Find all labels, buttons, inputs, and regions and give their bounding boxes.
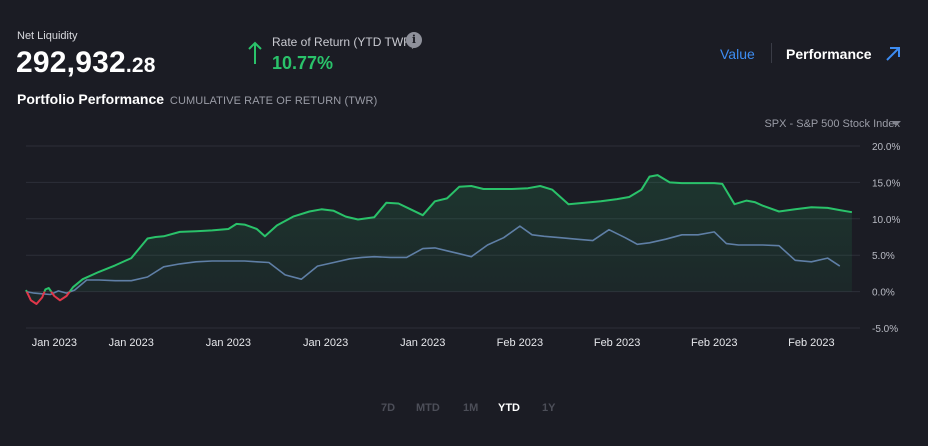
- portfolio-performance-title: Portfolio Performance: [17, 91, 165, 107]
- portfolio-area-fill: [26, 175, 852, 304]
- section-heading: Portfolio Performance CUMULATIVE RATE OF…: [17, 91, 377, 107]
- x-tick-label: Jan 2023: [400, 337, 445, 349]
- range-tab-mtd[interactable]: MTD: [416, 402, 440, 414]
- y-tick-label: 20.0%: [872, 142, 900, 153]
- tab-value[interactable]: Value: [720, 46, 755, 62]
- net-liquidity-label: Net Liquidity: [17, 30, 78, 42]
- tab-performance[interactable]: Performance: [786, 46, 872, 62]
- rate-of-return-value: 10.77%: [272, 53, 334, 73]
- range-tab-7d[interactable]: 7D: [381, 402, 396, 414]
- x-tick-label: Jan 2023: [303, 337, 348, 349]
- info-icon[interactable]: i: [406, 32, 422, 48]
- y-tick-label: 15.0%: [872, 178, 900, 189]
- x-tick-label: Feb 2023: [594, 337, 640, 349]
- net-liquidity-integer: 292,932: [16, 46, 126, 79]
- y-tick-label: 10.0%: [872, 215, 900, 226]
- net-liquidity-value: 292,932.28: [16, 46, 156, 80]
- y-tick-label: -5.0%: [872, 324, 898, 335]
- benchmark-series-line: [25, 225, 841, 296]
- tab-divider: [771, 43, 772, 63]
- expand-arrow-icon[interactable]: [884, 45, 902, 63]
- y-tick-label: 0.0%: [872, 288, 895, 299]
- y-tick-label: 5.0%: [872, 251, 895, 262]
- rate-of-return-label: Rate of Return (YTD TWR): [272, 35, 416, 49]
- x-tick-label: Jan 2023: [109, 337, 154, 349]
- range-tab-1m[interactable]: 1M: [463, 402, 479, 414]
- performance-chart: 20.0% 15.0% 10.0% 5.0% 0.0% -5.0% Jan 2023 Jan …: [25, 142, 900, 349]
- range-tab-1y[interactable]: 1Y: [542, 402, 556, 414]
- x-tick-label: Feb 2023: [497, 337, 543, 349]
- x-tick-label: Jan 2023: [206, 337, 251, 349]
- benchmark-select[interactable]: SPX - S&P 500 Stock Index: [764, 118, 900, 130]
- net-liquidity-cents: .28: [125, 54, 156, 77]
- chevron-down-icon[interactable]: [891, 121, 901, 126]
- x-tick-label: Feb 2023: [788, 337, 834, 349]
- portfolio-series-line: [25, 174, 853, 292]
- x-tick-label: Jan 2023: [32, 337, 77, 349]
- range-tab-ytd[interactable]: YTD: [498, 402, 520, 414]
- x-tick-label: Feb 2023: [691, 337, 737, 349]
- arrow-up-icon: [248, 41, 262, 64]
- portfolio-performance-subtitle: CUMULATIVE RATE OF RETURN (TWR): [169, 95, 378, 107]
